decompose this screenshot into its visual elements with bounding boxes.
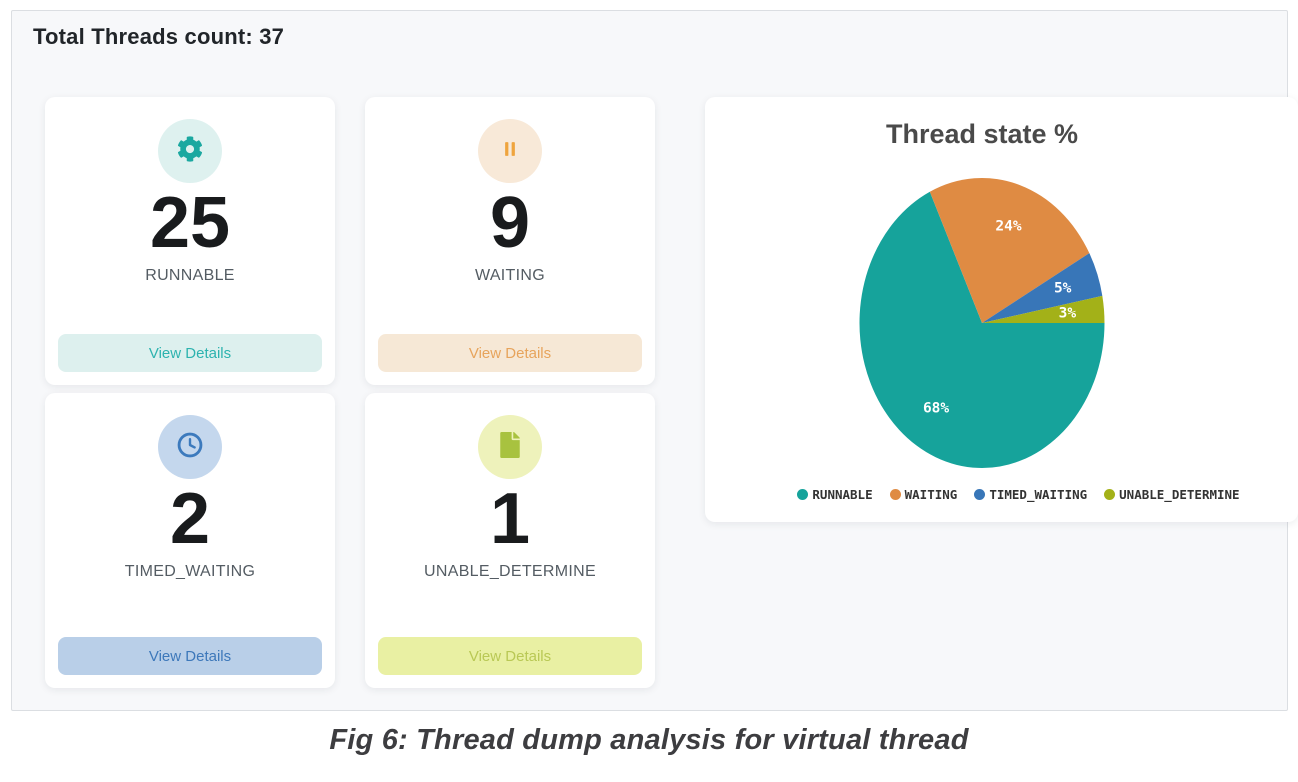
total-threads-title: Total Threads count: 37 [33,24,285,49]
runnable-label: RUNNABLE [145,267,235,284]
unable-determine-label: UNABLE_DETERMINE [424,563,596,580]
legend-dot-waiting [889,489,901,500]
legend-label-runnable: RUNNABLE [812,487,873,502]
stat-card-unable-determine: 1 UNABLE_DETERMINE View Details [365,393,655,688]
legend-item-runnable[interactable]: RUNNABLE [797,487,873,502]
pie-slice-waiting[interactable] [929,178,1090,323]
timed-waiting-view-details-button[interactable]: View Details [58,637,322,675]
chart-title: Thread state % [885,119,1079,149]
legend-item-timed_waiting[interactable]: TIMED_WAITING [974,487,1087,502]
thread-state-chart-card: Thread state % 68% 24% 5% 3% RUNNABLE WAITIN… [705,97,1298,522]
legend-label-unable_determine: UNABLE_DETERMINE [1119,487,1240,502]
file-icon [497,431,523,463]
waiting-label: WAITING [475,267,545,284]
timed-waiting-label: TIMED_WAITING [124,563,256,580]
waiting-view-details-button[interactable]: View Details [378,334,642,372]
legend-dot-unable_determine [1104,489,1116,500]
pie-slice-runnable[interactable] [859,191,1105,468]
figure-caption: Fig 6: Thread dump analysis for virtual … [329,724,969,756]
legend-item-waiting[interactable]: WAITING [889,487,958,502]
stat-card-runnable: 25 RUNNABLE View Details [45,97,335,385]
pie-label-timed_waiting: 5% [1054,281,1072,297]
pie-label-waiting: 24% [995,218,1021,234]
legend-label-waiting: WAITING [904,487,958,502]
file-icon-circle [478,415,542,479]
gear-icon [177,135,203,167]
pie-label-unable_determine: 3% [1059,305,1077,321]
stat-card-timed-waiting: 2 TIMED_WAITING View Details [45,393,335,688]
thread-state-pie-chart: 68% 24% 5% 3% [859,178,1105,468]
unable-determine-count: 1 [489,479,531,559]
unable-determine-view-details-button[interactable]: View Details [378,637,642,675]
legend-dot-runnable [797,489,809,500]
pause-icon-circle [478,119,542,183]
pie-label-runnable: 68% [923,401,949,417]
runnable-count: 25 [149,183,231,263]
runnable-view-details-button[interactable]: View Details [58,334,322,372]
timed-waiting-count: 2 [169,479,211,559]
chart-legend: RUNNABLE WAITING TIMED_WAITING UNABLE_DETER… [705,487,1298,502]
stat-card-waiting: 9 WAITING View Details [365,97,655,385]
pause-icon [497,136,523,167]
waiting-count: 9 [489,183,531,263]
clock-icon-circle [158,415,222,479]
pie-slice-unable_determine[interactable] [982,295,1105,323]
gear-icon-circle [158,119,222,183]
legend-item-unable_determine[interactable]: UNABLE_DETERMINE [1104,487,1240,502]
legend-dot-timed_waiting [974,489,986,500]
legend-label-timed_waiting: TIMED_WAITING [989,487,1088,502]
clock-icon [176,431,204,464]
pie-slice-timed_waiting[interactable] [982,253,1103,323]
